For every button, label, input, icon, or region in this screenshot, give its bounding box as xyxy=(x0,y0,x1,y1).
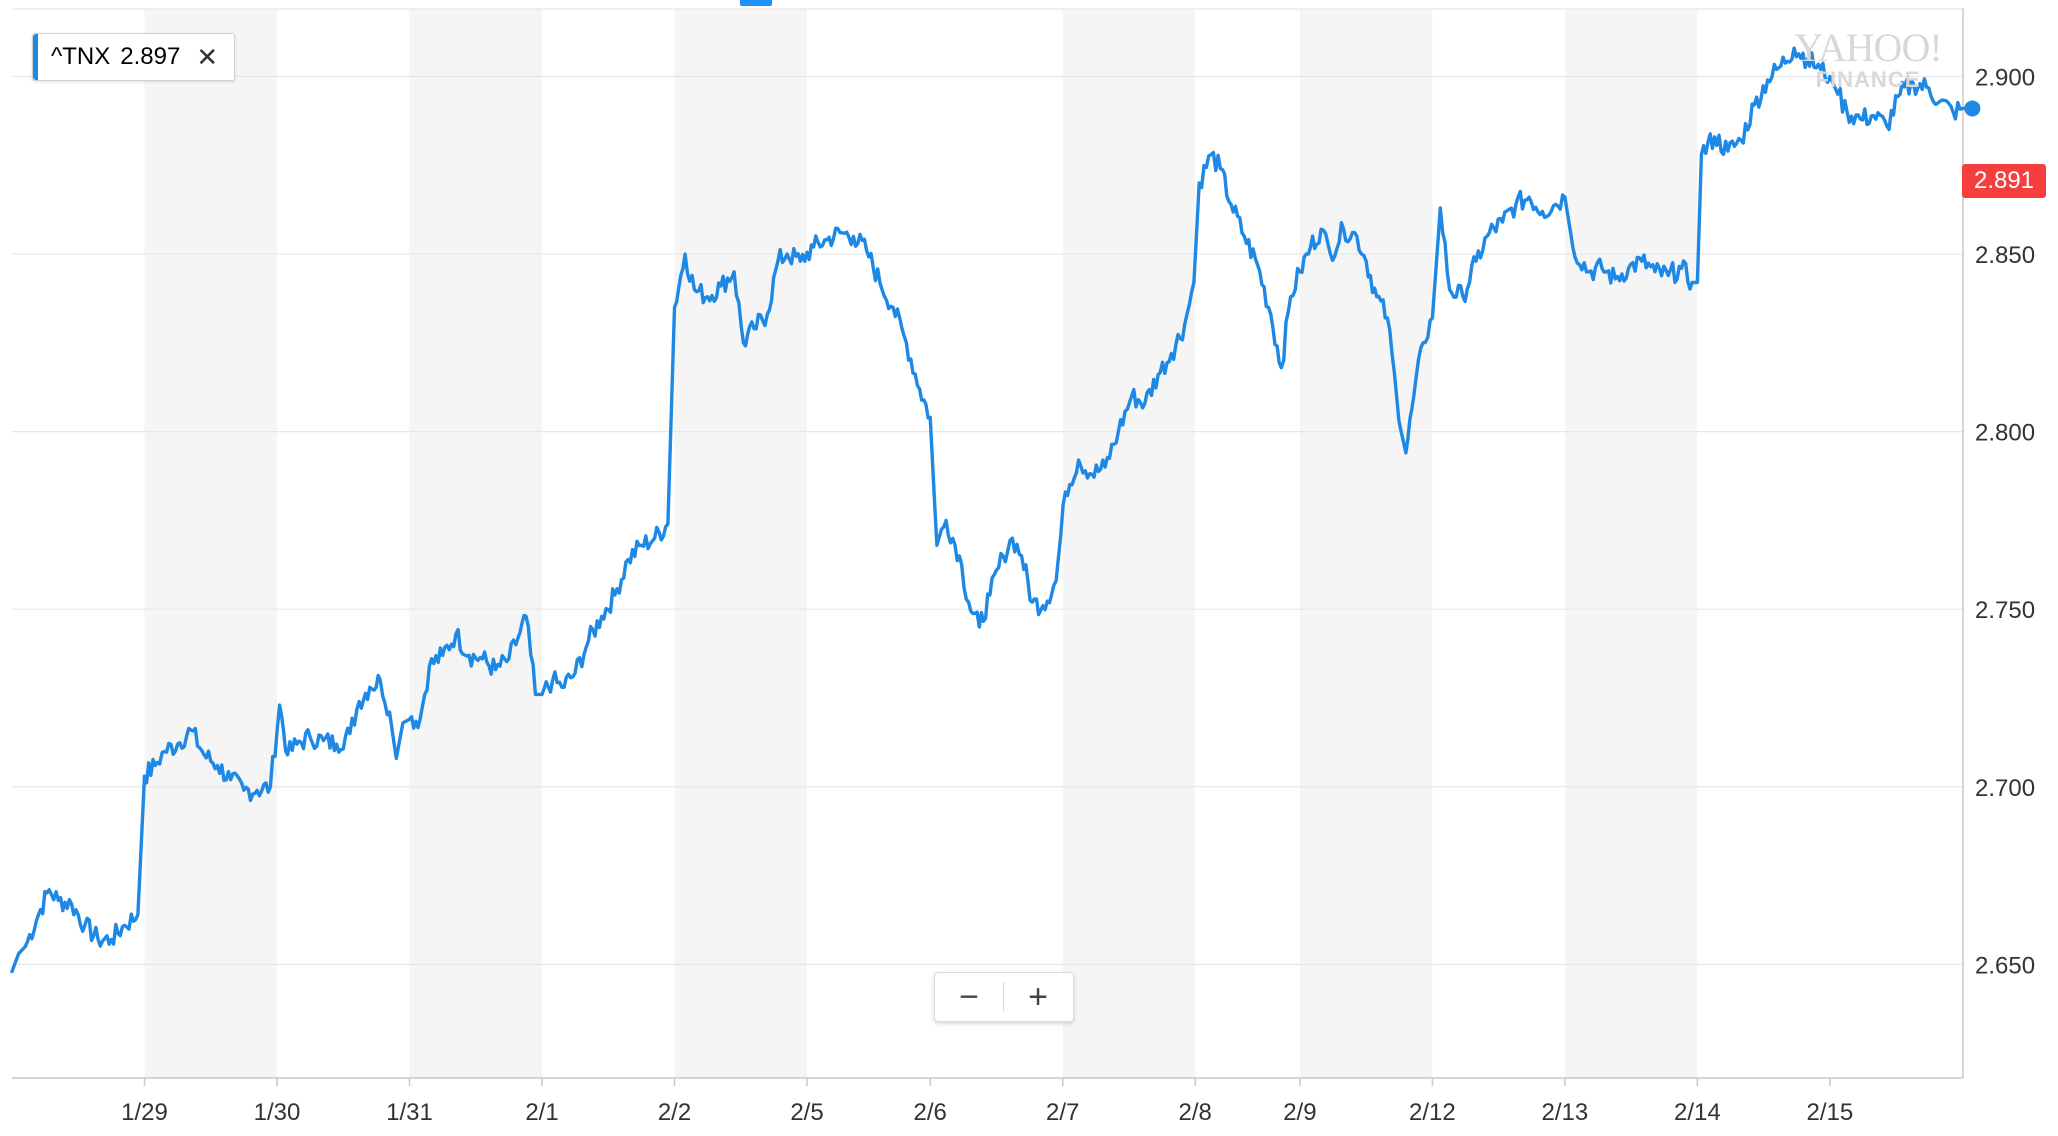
day-bands xyxy=(144,9,1698,1078)
shaded-day-band xyxy=(409,9,542,1078)
x-axis-ticks: 1/29 1/30 1/31 2/1 2/2 2/5 2/6 2/7 2/8 2/9 2/12 2/1… xyxy=(121,1078,1853,1126)
x-tick-label: 2/1 xyxy=(525,1099,558,1126)
shaded-day-band xyxy=(674,9,807,1078)
series-line[interactable] xyxy=(10,46,1972,974)
x-tick-label: 2/9 xyxy=(1283,1099,1316,1126)
legend-chip[interactable]: ^TNX 2.897 ✕ xyxy=(32,33,236,81)
shaded-day-band xyxy=(1062,9,1196,1078)
y-tick-label: 2.850 xyxy=(1975,242,2035,269)
zoom-in-button[interactable]: + xyxy=(1028,977,1048,1016)
shaded-day-band xyxy=(1564,9,1698,1078)
zoom-out-button[interactable]: − xyxy=(959,977,979,1016)
x-tick-label: 2/5 xyxy=(790,1099,823,1126)
last-price-dot[interactable] xyxy=(1964,100,1981,117)
legend-symbol: ^TNX xyxy=(51,43,111,70)
shaded-day-band xyxy=(144,9,277,1078)
y-tick-label: 2.800 xyxy=(1975,420,2035,447)
legend-value: 2.897 xyxy=(120,43,181,70)
zoom-controls: − + xyxy=(934,972,1074,1022)
legend-color-swatch xyxy=(33,34,38,80)
current-price-badge: 2.891 xyxy=(1962,164,2046,198)
y-tick-label: 2.650 xyxy=(1975,952,2035,979)
range-marker[interactable] xyxy=(740,0,772,6)
y-tick-label: 2.900 xyxy=(1975,64,2035,91)
zoom-divider xyxy=(1003,982,1004,1012)
x-tick-label: 2/6 xyxy=(914,1099,947,1126)
y-tick-label: 2.750 xyxy=(1975,597,2035,624)
x-tick-label: 1/31 xyxy=(386,1099,433,1126)
x-tick-label: 2/15 xyxy=(1807,1099,1854,1126)
x-tick-label: 2/14 xyxy=(1674,1099,1721,1126)
x-tick-label: 2/7 xyxy=(1046,1099,1079,1126)
x-tick-label: 1/29 xyxy=(121,1099,168,1126)
y-axis-ticks: 2.650 2.700 2.750 2.800 2.850 2.900 xyxy=(1975,64,2035,979)
y-tick-label: 2.700 xyxy=(1975,775,2035,802)
x-tick-label: 1/30 xyxy=(254,1099,301,1126)
shaded-day-band xyxy=(1299,9,1433,1078)
close-icon[interactable]: ✕ xyxy=(196,41,219,72)
x-tick-label: 2/8 xyxy=(1179,1099,1212,1126)
x-tick-label: 2/2 xyxy=(658,1099,691,1126)
x-tick-label: 2/13 xyxy=(1542,1099,1589,1126)
x-tick-label: 2/12 xyxy=(1409,1099,1456,1126)
